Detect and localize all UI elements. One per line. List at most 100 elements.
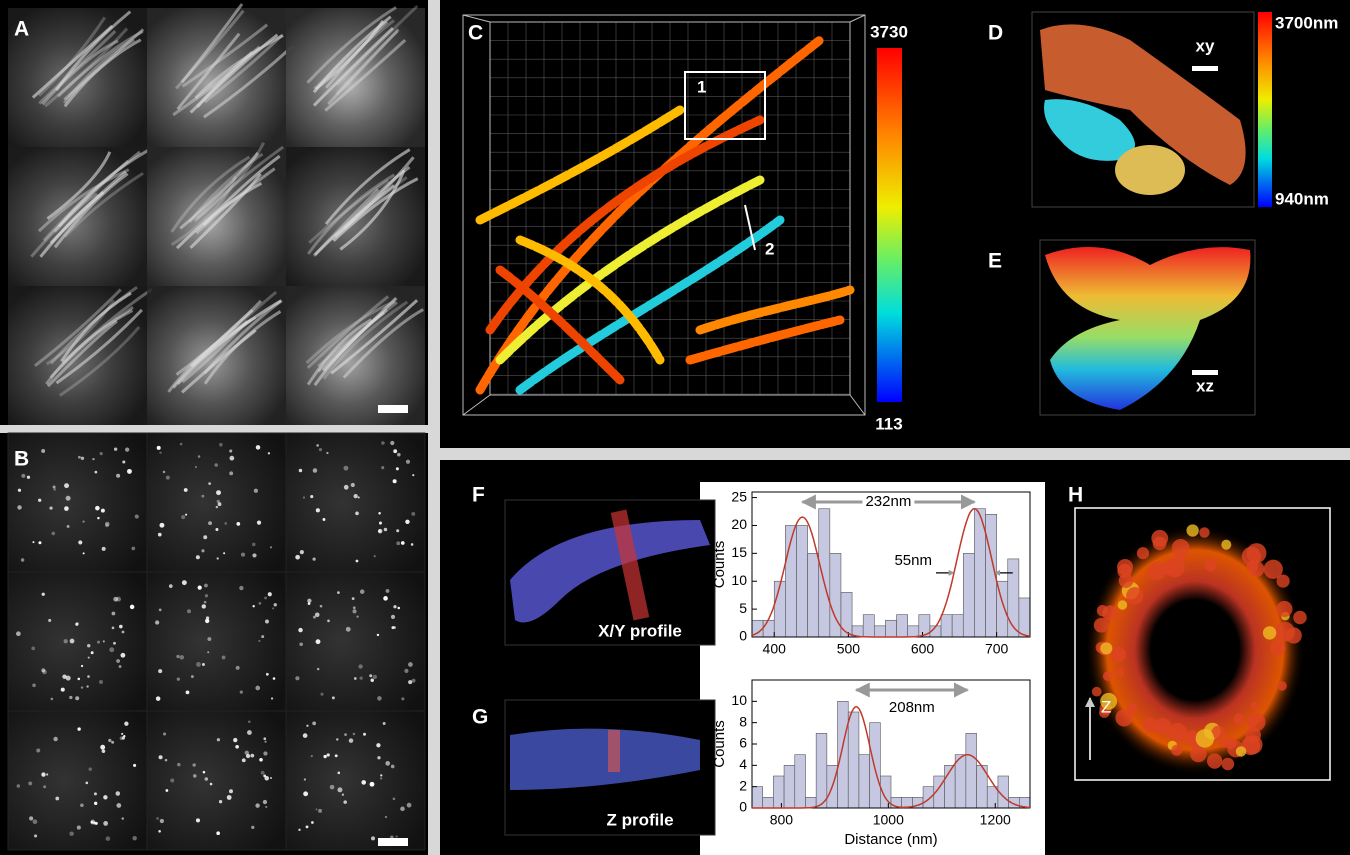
spot bbox=[315, 613, 320, 618]
spot bbox=[34, 834, 37, 837]
colorbar-min: 940nm bbox=[1275, 189, 1329, 208]
spot bbox=[80, 803, 84, 807]
spot bbox=[344, 466, 349, 471]
bar bbox=[841, 592, 852, 637]
x-tick-label: 800 bbox=[770, 812, 794, 828]
spot bbox=[1204, 559, 1216, 571]
spot bbox=[69, 696, 72, 699]
spot bbox=[316, 508, 320, 512]
spot bbox=[95, 506, 100, 511]
spot bbox=[77, 826, 81, 830]
spot bbox=[219, 443, 223, 447]
spot bbox=[77, 727, 80, 730]
spot bbox=[133, 764, 136, 767]
spot bbox=[182, 580, 187, 585]
spot bbox=[1143, 717, 1158, 732]
spot bbox=[252, 605, 254, 607]
spot bbox=[78, 678, 81, 681]
spot bbox=[112, 612, 116, 616]
spot bbox=[311, 755, 313, 757]
annotation: 55nm bbox=[894, 552, 932, 569]
spot bbox=[196, 555, 200, 559]
spot bbox=[222, 656, 226, 660]
spot bbox=[317, 668, 319, 670]
scale-label: xy bbox=[1196, 36, 1215, 55]
spot bbox=[192, 763, 195, 766]
spot bbox=[95, 471, 98, 474]
roi-label: 1 bbox=[697, 77, 706, 96]
spot bbox=[163, 732, 166, 735]
spot bbox=[385, 761, 390, 766]
spot bbox=[170, 778, 174, 782]
spot bbox=[1278, 681, 1287, 690]
spot bbox=[62, 674, 66, 678]
spot bbox=[274, 603, 277, 606]
image-tile bbox=[286, 711, 425, 850]
spot bbox=[216, 557, 218, 559]
spot bbox=[157, 446, 161, 450]
spot bbox=[218, 502, 222, 506]
spot bbox=[343, 800, 347, 804]
spot bbox=[127, 469, 132, 474]
bar bbox=[773, 776, 784, 808]
spot bbox=[330, 785, 335, 790]
image-tile bbox=[147, 572, 286, 711]
spot bbox=[1221, 540, 1231, 550]
spot bbox=[160, 819, 164, 823]
spot bbox=[41, 449, 45, 453]
spot bbox=[46, 773, 48, 775]
spot bbox=[185, 514, 187, 516]
spot bbox=[383, 722, 386, 725]
spot bbox=[303, 733, 308, 738]
spot bbox=[208, 521, 212, 525]
spot bbox=[1118, 600, 1127, 609]
spot bbox=[337, 772, 340, 775]
spot bbox=[159, 523, 164, 528]
x-tick-label: 1000 bbox=[873, 812, 904, 828]
spot bbox=[263, 800, 267, 804]
spot bbox=[201, 495, 204, 498]
colorbar-max: 3730 bbox=[870, 22, 908, 41]
bar bbox=[863, 615, 874, 637]
bar bbox=[885, 620, 896, 637]
spot bbox=[1172, 539, 1190, 557]
spot bbox=[1293, 611, 1307, 625]
spot bbox=[393, 626, 396, 629]
spot bbox=[346, 627, 351, 632]
bar bbox=[874, 626, 885, 637]
spot bbox=[198, 586, 202, 590]
spot bbox=[163, 471, 165, 473]
x-tick-label: 700 bbox=[985, 641, 1009, 657]
image-tile bbox=[286, 572, 425, 711]
spot bbox=[17, 505, 21, 509]
spot bbox=[38, 541, 41, 544]
spot bbox=[377, 696, 382, 701]
spot bbox=[207, 651, 209, 653]
spot bbox=[384, 528, 388, 532]
spot bbox=[311, 821, 314, 824]
image-tile bbox=[8, 572, 147, 711]
spot bbox=[268, 592, 272, 596]
spot bbox=[352, 597, 355, 600]
spot bbox=[265, 776, 269, 780]
spot bbox=[1151, 530, 1168, 547]
spot bbox=[29, 816, 33, 820]
spot bbox=[355, 512, 359, 516]
spot bbox=[332, 696, 335, 699]
spot bbox=[248, 720, 251, 723]
spot bbox=[132, 836, 136, 840]
spot bbox=[393, 605, 396, 608]
spot bbox=[78, 540, 82, 544]
caption: X/Y profile bbox=[598, 621, 682, 640]
bar bbox=[763, 620, 774, 637]
spot bbox=[187, 609, 191, 613]
spot bbox=[386, 589, 390, 593]
spot bbox=[327, 753, 330, 756]
spot bbox=[1236, 746, 1246, 756]
spot bbox=[229, 449, 232, 452]
spot bbox=[207, 637, 211, 641]
spot bbox=[208, 482, 211, 485]
spot bbox=[105, 523, 109, 527]
bar bbox=[897, 615, 908, 637]
annotation: 232nm bbox=[865, 493, 911, 510]
